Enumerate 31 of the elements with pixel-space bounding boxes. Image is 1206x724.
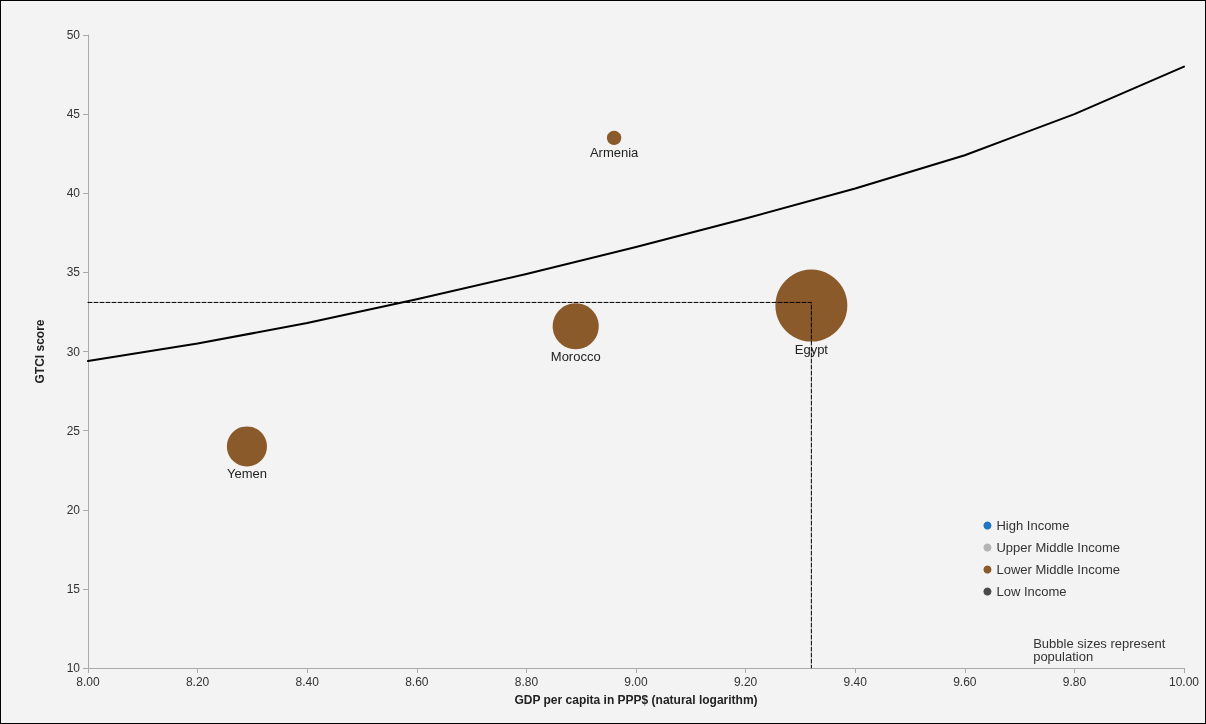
x-tick-label: 8.80 — [514, 675, 539, 689]
x-tick-label: 9.40 — [843, 675, 868, 689]
x-tick-label: 10.00 — [1168, 675, 1200, 689]
annotation: Morocco — [550, 349, 601, 365]
y-tick-label: 50 — [66, 28, 81, 42]
y-tick-label: 35 — [66, 265, 81, 280]
annotation: Egypt — [794, 341, 829, 357]
annotation: Bubble sizes represent population — [1033, 636, 1170, 664]
x-tick-label: 8.20 — [185, 675, 210, 689]
x-tick-label: 9.00 — [624, 675, 648, 689]
x-tick-label: 8.40 — [295, 675, 320, 689]
y-tick-label: 20 — [66, 502, 81, 517]
y-tick-label: 25 — [66, 423, 81, 438]
x-tick-label: 9.60 — [953, 675, 977, 689]
legend-label: Lower Middle Income — [996, 562, 1121, 577]
legend-label: Upper Middle Income — [996, 540, 1121, 555]
y-tick-label: 10 — [66, 661, 81, 675]
x-axis-title: GDP per capita in PPP$ (natural logarithm) — [514, 693, 758, 707]
legend-label: High Income — [996, 518, 1070, 533]
y-axis-title: GTCI score — [33, 319, 47, 384]
x-tick-label: 9.80 — [1062, 675, 1087, 689]
annotation: Armenia — [589, 145, 640, 161]
annotation: Yemen — [226, 466, 267, 482]
legend-label: Low Income — [996, 584, 1067, 599]
y-tick-label: 40 — [66, 186, 81, 201]
x-tick-label: 9.20 — [733, 675, 758, 689]
x-tick-label: 8.00 — [76, 675, 100, 689]
y-tick-label: 15 — [66, 581, 81, 596]
y-tick-label: 30 — [66, 344, 81, 359]
y-tick-label: 45 — [66, 107, 81, 122]
x-tick-label: 8.60 — [405, 675, 429, 689]
